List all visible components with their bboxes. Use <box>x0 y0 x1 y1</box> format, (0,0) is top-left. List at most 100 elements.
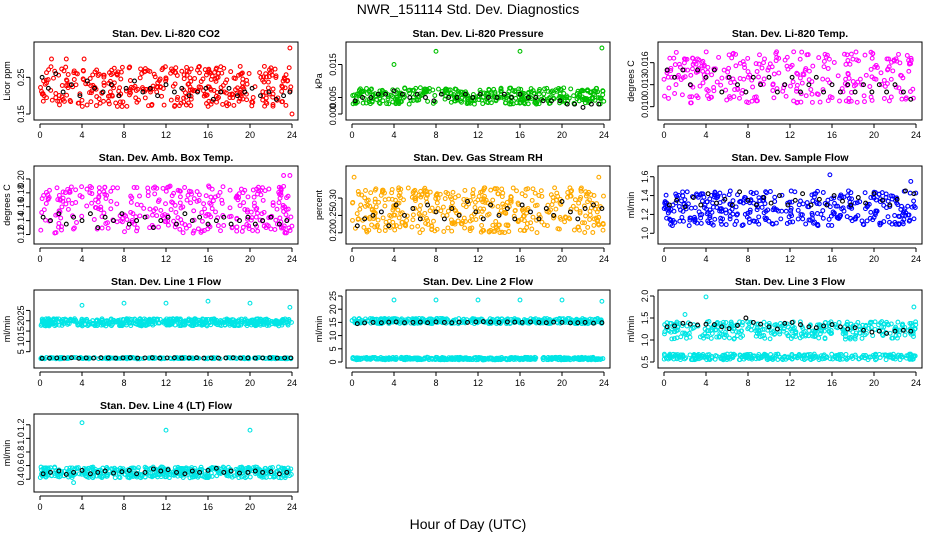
data-point <box>798 89 803 95</box>
data-point <box>599 45 605 51</box>
data-point <box>89 191 95 197</box>
data-point <box>575 88 581 94</box>
data-point <box>774 49 780 55</box>
y-axis-label: Licor ppm <box>2 61 12 101</box>
data-point <box>131 221 137 227</box>
data-point <box>756 74 761 80</box>
data-point <box>204 101 209 106</box>
data-point <box>169 199 175 205</box>
x-tick-label: 12 <box>785 378 795 388</box>
data-point <box>450 189 456 195</box>
data-point <box>252 221 258 227</box>
data-point <box>762 215 768 221</box>
data-point <box>735 87 741 92</box>
data-point <box>150 212 155 218</box>
data-point <box>911 216 917 222</box>
data-point <box>59 204 65 210</box>
data-point <box>79 194 85 200</box>
data-point <box>265 79 271 85</box>
data-point <box>228 69 234 75</box>
data-point <box>479 208 485 214</box>
data-point <box>747 220 752 225</box>
data-point <box>559 297 565 303</box>
data-point <box>794 70 800 76</box>
data-point <box>712 189 718 195</box>
data-point <box>417 85 423 91</box>
data-point <box>69 201 75 206</box>
data-point <box>723 222 729 228</box>
data-point <box>585 199 591 205</box>
data-point <box>360 88 366 94</box>
data-point <box>270 86 276 92</box>
data-point <box>53 71 59 77</box>
data-point <box>273 73 279 79</box>
data-point <box>181 76 187 82</box>
data-point <box>139 71 145 76</box>
data-point <box>209 73 215 79</box>
data-point <box>261 63 267 69</box>
data-point <box>238 87 243 93</box>
data-point <box>478 189 483 195</box>
data-point <box>494 95 500 100</box>
data-point <box>692 219 698 225</box>
data-point <box>60 96 66 102</box>
data-point <box>79 302 85 308</box>
data-point <box>149 102 155 108</box>
data-point <box>237 218 242 224</box>
data-point <box>167 183 173 189</box>
x-tick-label: 16 <box>827 378 837 388</box>
data-point <box>710 200 716 206</box>
data-point <box>88 99 94 105</box>
data-point <box>113 100 119 106</box>
data-point <box>543 206 549 211</box>
panel-title: Stan. Dev. Gas Stream RH <box>413 152 542 164</box>
data-point <box>281 183 287 189</box>
data-point <box>127 78 133 83</box>
data-point <box>383 90 389 96</box>
data-point <box>156 197 162 203</box>
data-point <box>703 49 709 55</box>
data-point <box>848 204 854 210</box>
data-point <box>719 221 725 227</box>
data-point <box>177 200 183 206</box>
data-point <box>678 207 683 213</box>
data-point <box>559 94 565 100</box>
data-point <box>177 226 183 232</box>
data-point <box>894 58 900 64</box>
data-point <box>165 214 171 220</box>
data-point <box>885 214 891 220</box>
data-point <box>900 89 906 95</box>
data-point <box>136 97 141 103</box>
x-axis: 0 4 8 12 16 20 24 <box>349 123 609 140</box>
data-point <box>71 77 77 82</box>
data-point <box>182 211 188 217</box>
data-point <box>449 196 454 202</box>
data-point <box>690 66 695 72</box>
data-point <box>38 85 43 90</box>
data-point <box>101 210 107 216</box>
data-point <box>480 216 486 222</box>
data-point <box>378 209 384 215</box>
data-point <box>191 208 197 214</box>
data-point <box>288 214 294 220</box>
data-point <box>679 214 685 220</box>
data-point <box>455 218 461 224</box>
data-point <box>591 193 597 198</box>
data-point <box>757 198 763 204</box>
data-point <box>87 90 92 96</box>
data-point <box>172 202 178 208</box>
data-point <box>276 189 282 195</box>
data-point <box>142 214 148 220</box>
data-point <box>557 98 563 104</box>
data-point <box>156 224 161 230</box>
data-point <box>79 184 85 190</box>
x-tick-label: 8 <box>745 378 750 388</box>
data-point <box>837 98 842 104</box>
data-point <box>281 75 287 81</box>
data-point <box>813 74 819 80</box>
data-point <box>379 189 385 195</box>
data-point <box>465 199 470 204</box>
data-point <box>810 63 816 69</box>
data-point <box>801 72 807 78</box>
data-point <box>188 189 194 195</box>
